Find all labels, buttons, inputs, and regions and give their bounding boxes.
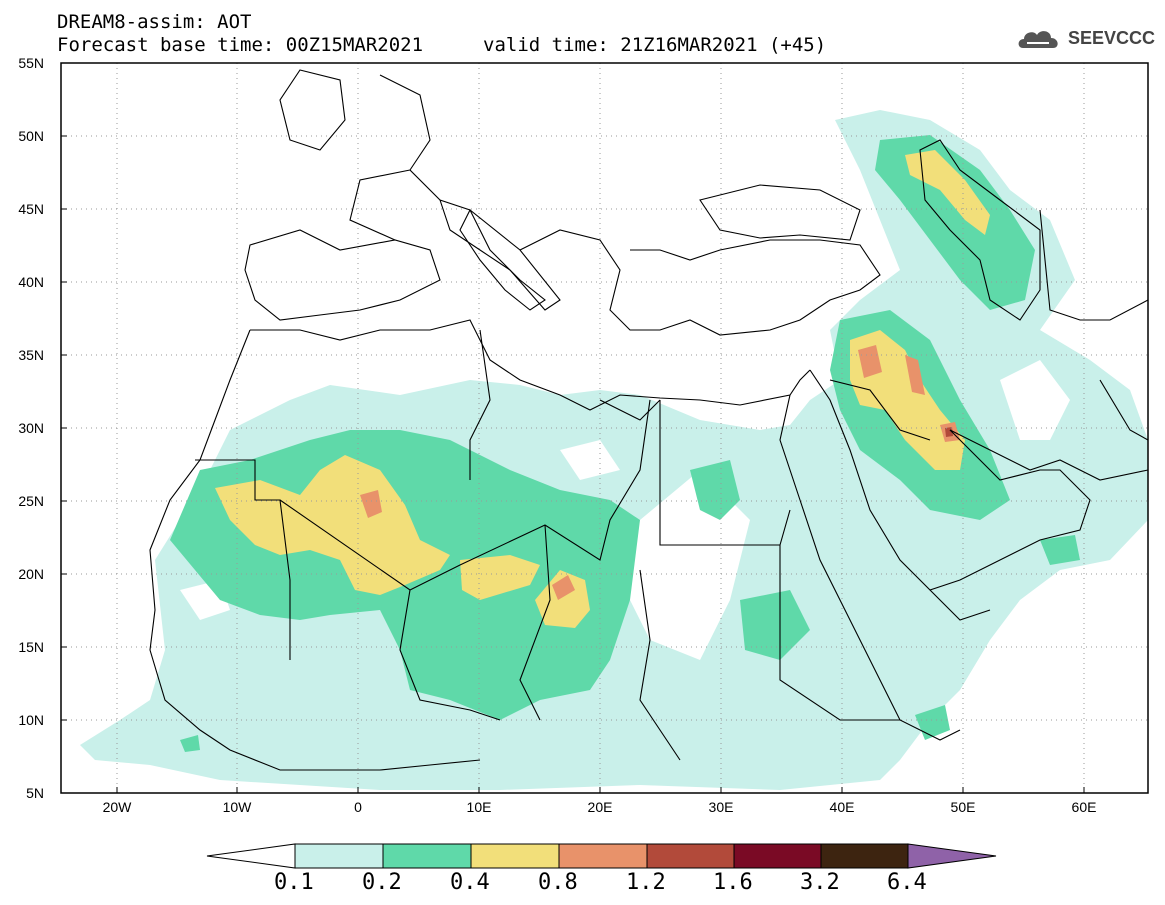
forecast-base-time: Forecast base time: 00Z15MAR2021 — [57, 34, 424, 56]
colorbar-label: 1.2 — [626, 870, 666, 895]
lat-label: 10N — [18, 712, 44, 728]
logo-text: SEEVCCC — [1068, 28, 1156, 48]
colorbar-segment — [470, 843, 560, 869]
colorbar-label: 0.1 — [274, 870, 314, 895]
lon-labels: 20W 10W 0 10E 20E 30E 40E 50E 60E — [103, 799, 1097, 815]
map-grid — [61, 63, 1148, 793]
lat-label: 30N — [18, 420, 44, 436]
colorbar-over-arrow — [907, 843, 997, 869]
colorbar-segment — [820, 843, 909, 869]
cloud-icon — [1018, 31, 1058, 48]
lon-label: 20W — [103, 799, 133, 815]
colorbar-segment — [558, 843, 648, 869]
lon-label: 40E — [830, 799, 855, 815]
lat-label: 50N — [18, 128, 44, 144]
lat-label: 40N — [18, 274, 44, 290]
lat-label: 55N — [18, 55, 44, 71]
colorbar-segment — [733, 843, 822, 869]
colorbar — [206, 843, 997, 869]
colorbar-label: 3.2 — [800, 870, 840, 895]
lon-label: 50E — [951, 799, 976, 815]
aot-level-0.8 — [360, 490, 382, 518]
lat-label: 5N — [26, 785, 44, 801]
map-ticks — [61, 135, 1085, 793]
colorbar-label: 0.8 — [538, 870, 578, 895]
lat-label: 35N — [18, 347, 44, 363]
lat-label: 20N — [18, 566, 44, 582]
lat-labels: 55N 50N 45N 40N 35N 30N 25N 20N 15N 10N … — [18, 55, 44, 801]
coastlines — [149, 69, 1148, 771]
lon-label: 10E — [467, 799, 492, 815]
map-title: DREAM8-assim: AOT — [57, 11, 252, 33]
lon-label: 10W — [223, 799, 253, 815]
lon-label: 20E — [588, 799, 613, 815]
aot-level-0.4 — [215, 455, 450, 595]
lon-label: 30E — [709, 799, 734, 815]
colorbar-label: 1.6 — [713, 870, 753, 895]
lon-label: 60E — [1072, 799, 1097, 815]
colorbar-segment — [382, 843, 472, 869]
valid-time: valid time: 21Z16MAR2021 (+45) — [483, 34, 827, 56]
colorbar-label: 6.4 — [887, 870, 927, 895]
lon-label: 0 — [354, 799, 362, 815]
colorbar-segment — [294, 843, 384, 869]
lat-label: 45N — [18, 201, 44, 217]
lat-label: 15N — [18, 639, 44, 655]
aot-field — [80, 110, 1148, 790]
colorbar-label: 0.2 — [362, 870, 402, 895]
colorbar-label: 0.4 — [450, 870, 490, 895]
colorbar-segment — [646, 843, 735, 869]
colorbar-under-arrow — [206, 843, 296, 869]
aot-level-0.1 — [80, 110, 1148, 790]
lat-label: 25N — [18, 493, 44, 509]
